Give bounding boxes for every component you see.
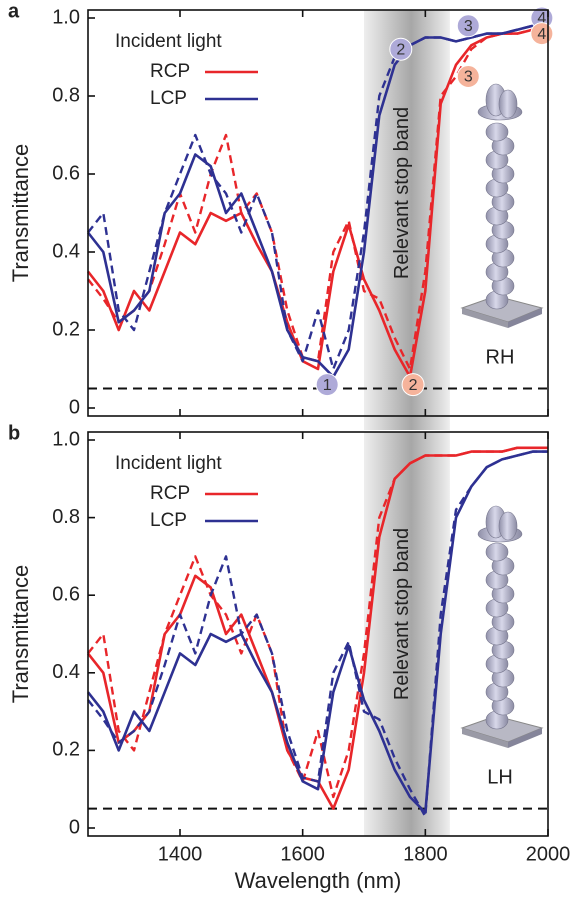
point-marker-label: 2: [409, 377, 418, 394]
helix-segment: [485, 122, 509, 142]
y-axis-title: Transmittance: [8, 565, 33, 704]
series-line-dashed: [87, 450, 548, 818]
point-marker: [456, 65, 480, 88]
y-tick-label: 0.4: [52, 661, 80, 683]
series-line-dashed: [87, 28, 548, 371]
point-marker: [401, 373, 425, 397]
helix-base-side: [508, 728, 542, 748]
stop-band: [364, 432, 450, 836]
helix-label: LH: [487, 766, 513, 788]
series-line: [86, 28, 548, 379]
x-tick-label: 1800: [403, 843, 448, 865]
point-marker: [315, 373, 339, 397]
point-marker-label: 3: [464, 18, 473, 35]
legend-label: LCP: [150, 88, 187, 109]
point-marker-label: 4: [537, 10, 546, 27]
y-tick-label: 0.8: [52, 84, 80, 106]
helix-base-side: [462, 308, 508, 328]
helix-segment: [485, 542, 509, 562]
point-marker-label: 1: [323, 377, 332, 394]
y-tick-label: 1.0: [52, 428, 80, 450]
panel-label: b: [8, 422, 20, 444]
x-tick-label: 2000: [526, 843, 571, 865]
legend-label: LCP: [150, 510, 187, 531]
point-marker-label: 4: [537, 26, 546, 43]
stop-band-label: Relevant stop band: [391, 528, 413, 700]
y-tick-label: 0.2: [52, 318, 80, 340]
plot-frame: [87, 431, 549, 837]
helix-base-side: [462, 728, 508, 748]
x-tick-label: 1600: [280, 843, 325, 865]
y-tick-label: 0: [69, 816, 80, 838]
legend-title: Incident light: [115, 453, 222, 474]
series-line: [86, 450, 548, 814]
legend-title: Incident light: [115, 31, 222, 52]
helix-illustration: [460, 505, 544, 748]
y-tick-label: 1.0: [52, 6, 80, 28]
helix-top: [498, 89, 518, 119]
y-tick-label: 0.2: [52, 739, 80, 761]
series-line-dashed: [87, 24, 548, 371]
helix-top: [498, 511, 518, 541]
point-marker-label: 2: [396, 41, 405, 58]
helix-base-side: [508, 308, 542, 328]
panel-label: a: [8, 0, 20, 22]
y-tick-label: 0.8: [52, 506, 80, 528]
point-marker: [389, 37, 413, 61]
stop-band-label: Relevant stop band: [391, 107, 413, 279]
y-tick-label: 0.6: [52, 583, 80, 605]
point-marker-label: 3: [464, 69, 473, 86]
legend-label: RCP: [150, 61, 190, 82]
y-tick-label: 0.6: [52, 162, 80, 184]
x-tick-label: 1400: [158, 843, 203, 865]
legend-label: RCP: [150, 483, 190, 504]
x-axis-title: Wavelength (nm): [235, 868, 402, 893]
plot-frame: [87, 9, 549, 417]
stop-band: [364, 10, 450, 430]
y-tick-label: 0: [69, 396, 80, 418]
y-tick-label: 0.4: [52, 240, 80, 262]
y-axis-title: Transmittance: [8, 144, 33, 283]
series-line-dashed: [87, 446, 548, 799]
helix-label: RH: [486, 346, 515, 368]
helix-illustration: [460, 83, 544, 328]
point-marker: [456, 14, 480, 38]
series-line: [86, 24, 548, 379]
